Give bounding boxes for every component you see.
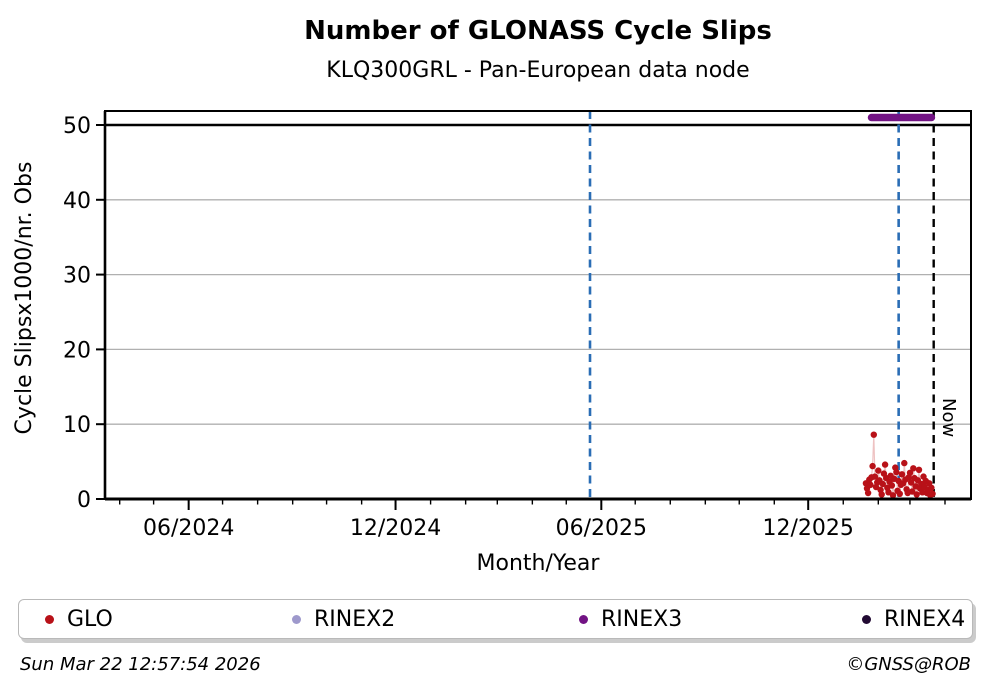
glo-point [878,491,885,498]
x-axis-label: Month/Year [476,551,600,576]
glo-point [915,466,923,473]
glo-point [913,491,920,498]
y-tick-label: 0 [77,488,91,513]
glo-point [906,469,914,476]
y-tick-label: 20 [63,338,91,363]
x-tick-label: 12/2024 [350,516,441,541]
legend-item-rinex2: RINEX2 [292,600,395,638]
glo-point [893,468,900,476]
legend-label-rinex4: RINEX4 [884,606,966,632]
glo-point [871,473,879,480]
generation-timestamp: Sun Mar 22 12:57:54 2026 [20,654,261,675]
glo-point [864,489,872,497]
rinex4-marker-icon [862,614,871,624]
y-tick-label: 10 [63,413,91,438]
y-tick-label: 30 [63,264,91,289]
chart-subtitle: KLQ300GRL - Pan-European data node [326,58,750,83]
legend-label-rinex2: RINEX2 [314,606,396,632]
credit-text: ©GNSS@ROB [846,654,971,675]
glo-point [901,459,908,467]
legend-item-rinex3: RINEX3 [579,600,682,638]
glo-point [910,465,917,472]
rinex2-marker-icon [292,614,301,624]
glo-point [875,467,882,474]
glo-point [889,492,897,499]
legend-label-rinex3: RINEX3 [601,606,683,632]
x-tick-label: 06/2024 [143,516,234,541]
legend: GLO RINEX2 RINEX3 RINEX4 [18,599,973,639]
plot-area: 0 10 20 30 40 50 06/2024 12/2024 06/2025 12/2025 [63,110,972,541]
now-annotation: Now [937,398,959,438]
rinex3-marker-icon [579,614,588,624]
plot-border [104,110,972,500]
x-tick-label: 06/2025 [556,516,647,541]
y-tick-label: 40 [63,189,91,214]
legend-item-glo: GLO [45,600,113,638]
legend-label-glo: GLO [67,606,113,632]
glo-point [867,481,874,488]
glo-point [929,490,936,497]
glo-point [870,431,877,438]
glo-point [879,480,886,488]
glo-point [896,490,903,497]
glo-point [898,471,906,478]
glo-point [928,484,935,491]
y-axis-label: Cycle Slipsx1000/nr. Obs [12,161,37,435]
glo-point [909,488,916,495]
glo-point [907,479,915,486]
chart-title: Number of GLONASS Cycle Slips [304,16,772,46]
glo-point [869,462,876,470]
legend-item-rinex4: RINEX4 [862,600,965,638]
glo-point [885,489,892,496]
y-tick-label: 50 [63,114,91,139]
glo-marker-icon [45,614,54,624]
glo-point [881,461,889,468]
glo-point [888,482,896,489]
x-tick-label: 12/2025 [762,516,853,541]
